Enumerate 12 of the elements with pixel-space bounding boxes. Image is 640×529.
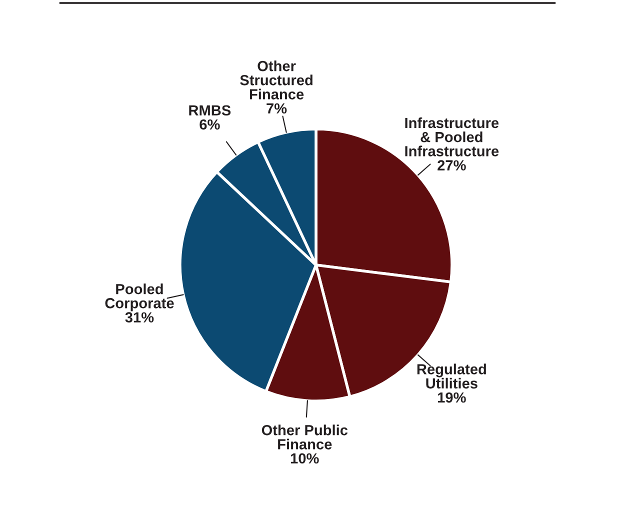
slice-label: Infrastructure & Pooled Infrastructure: [405, 117, 499, 156]
data-label: 27%: [438, 160, 466, 170]
data-label: 19%: [438, 392, 466, 403]
slice-label: RMBS: [189, 105, 231, 116]
slice-label: Other Structured Finance: [240, 60, 312, 100]
data-label: 31%: [125, 312, 154, 323]
slice-label: Regulated Utilities: [417, 364, 486, 389]
slice-label: Other Public Finance: [262, 424, 348, 450]
data-label: 6%: [200, 119, 220, 130]
data-label: 7%: [266, 103, 287, 114]
data-label: 10%: [290, 453, 319, 464]
slice-label: Pooled Corporate: [105, 284, 174, 312]
